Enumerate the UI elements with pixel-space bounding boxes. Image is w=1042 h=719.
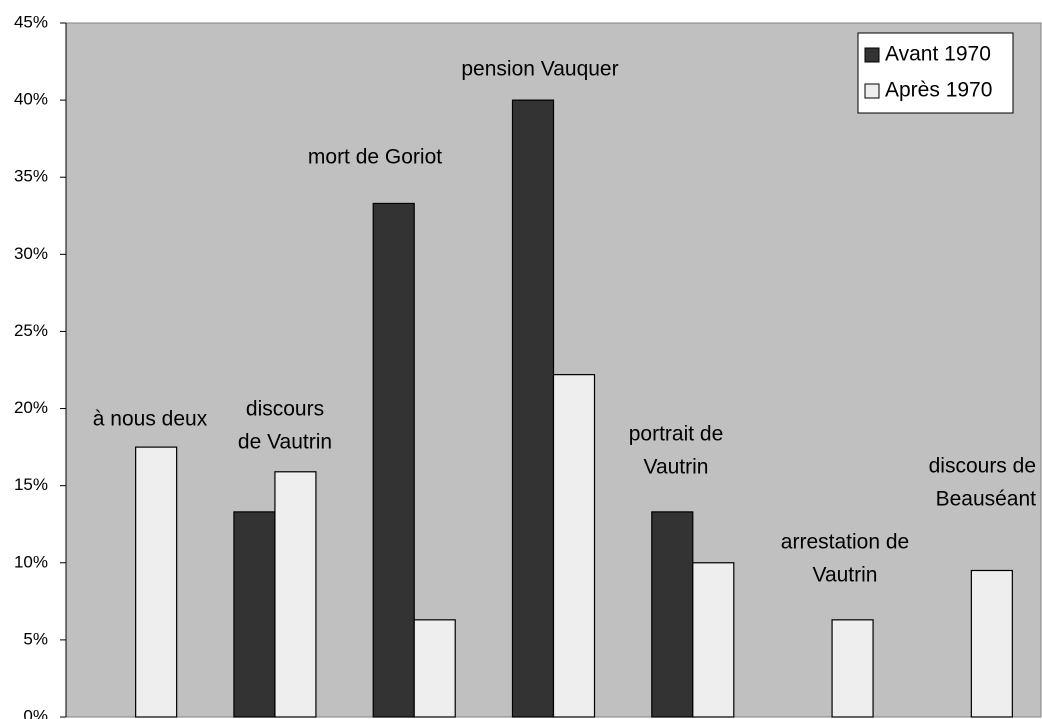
bar: [692, 562, 735, 718]
legend-box: [857, 32, 1014, 114]
y-tick-label: 20%: [14, 398, 48, 417]
y-tick-label: 40%: [14, 90, 48, 109]
category-label: pension Vauquer: [461, 58, 618, 81]
y-tick-label: 15%: [14, 475, 48, 494]
legend-label: Avant 1970: [885, 43, 991, 66]
y-tick-label: 25%: [14, 321, 48, 340]
bar: [135, 446, 178, 718]
category-label: portrait de: [629, 423, 724, 446]
y-tick-label: 45%: [14, 12, 48, 31]
bar: [831, 619, 874, 718]
category-label: discours de: [929, 455, 1036, 478]
bar: [233, 511, 276, 718]
category-label: mort de Goriot: [308, 146, 442, 169]
legend-swatch: [864, 83, 880, 99]
bar: [274, 471, 317, 718]
legend-label: Après 1970: [885, 79, 992, 102]
category-label: discours: [246, 398, 324, 421]
bar: [552, 374, 596, 718]
y-tick-label: 30%: [14, 244, 48, 263]
y-tick-label: 5%: [23, 629, 48, 648]
category-label: de Vautrin: [238, 431, 332, 454]
y-tick-label: 35%: [14, 167, 48, 186]
category-label: arrestation de: [781, 531, 909, 554]
category-label: à nous deux: [93, 408, 208, 431]
legend-swatch: [864, 47, 880, 63]
y-tick-label: 0%: [23, 706, 48, 719]
y-tick-label: 10%: [14, 552, 48, 571]
category-label: Beauséant: [936, 488, 1037, 511]
category-label: Vautrin: [644, 456, 709, 479]
bar: [970, 569, 1013, 718]
bar: [372, 202, 415, 718]
bar: [651, 511, 694, 718]
bar: [511, 99, 555, 718]
bar: [413, 619, 456, 718]
category-label: Vautrin: [813, 564, 878, 587]
